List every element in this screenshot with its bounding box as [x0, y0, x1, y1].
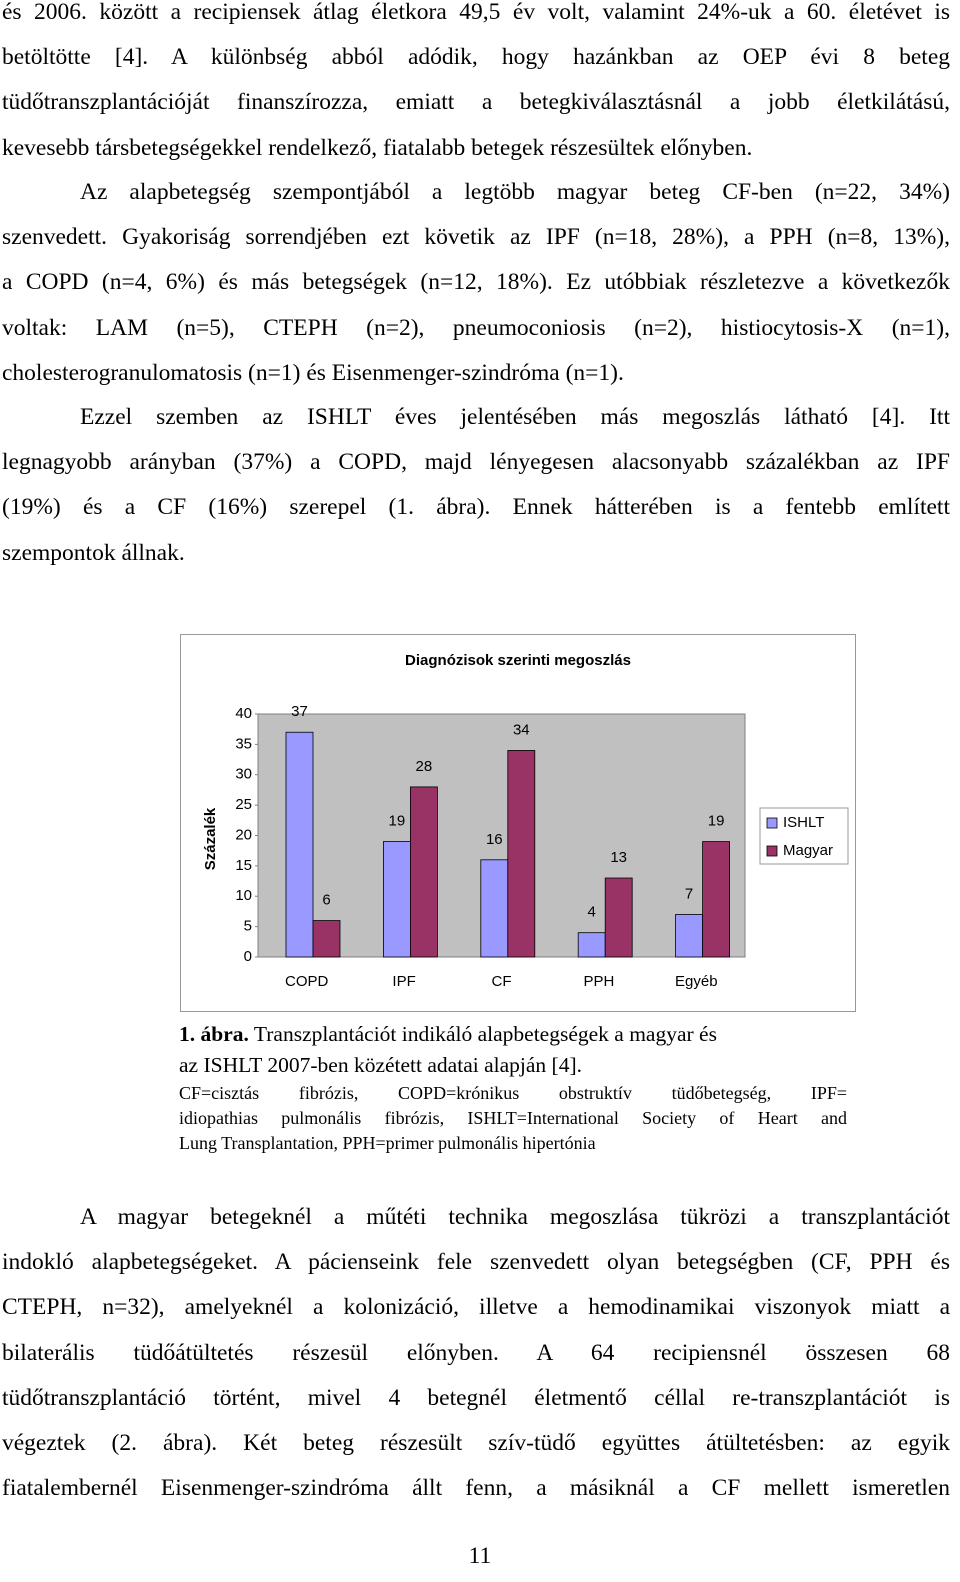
y-tick-label: 0	[244, 948, 252, 965]
legend-label: ISHLT	[783, 814, 824, 831]
legend-swatch	[766, 817, 778, 829]
caption-text: az ISHLT 2007-ben közétett adatai alapjá…	[179, 1053, 582, 1077]
x-tick-label: IPF	[392, 973, 415, 990]
data-label: 37	[291, 703, 308, 720]
text-line: végeztek (2. ábra). Két beteg részesült …	[2, 1430, 950, 1456]
text-line: fiatalembernél Eisenmenger-szindróma áll…	[2, 1475, 950, 1502]
bar	[577, 932, 606, 958]
y-tick-label: 35	[235, 735, 252, 752]
text-line: Az alapbetegség szempontjából a legtöbb …	[80, 179, 950, 205]
bar	[312, 920, 341, 958]
data-label: 19	[389, 813, 406, 830]
data-label: 19	[708, 813, 725, 830]
chart: Diagnózisok szerinti megoszlás Százalék 0 5…	[180, 634, 856, 1012]
caption-line: 1. ábra. Transzplantációt indikáló alapb…	[179, 1021, 717, 1047]
chart-title: Diagnózisok szerinti megoszlás	[405, 652, 631, 669]
text-line: szenvedett. Gyakoriság sorrendjében ezt …	[2, 224, 950, 251]
y-tick-label: 40	[235, 705, 252, 722]
x-tick-label: COPD	[285, 973, 329, 990]
text-line: bilaterális tüdőátültetés részesül előny…	[2, 1339, 950, 1366]
bar	[702, 841, 730, 958]
bar	[285, 731, 314, 958]
text-line: A magyar betegeknél a műtéti technika me…	[80, 1204, 950, 1230]
text-line: cholesterogranulomatosis (n=1) és Eisenm…	[2, 359, 624, 386]
text-line: legnagyobb arányban (37%) a COPD, majd l…	[2, 449, 950, 476]
text-line: és 2006. között a recipiensek átlag élet…	[2, 0, 950, 25]
y-axis-label: Százalék	[202, 807, 219, 870]
caption-line: az ISHLT 2007-ben közétett adatai alapjá…	[179, 1052, 582, 1078]
caption-label: 1. ábra.	[179, 1022, 249, 1046]
caption-note: Lung Transplantation, PPH=primer pulmoná…	[179, 1133, 596, 1153]
bar	[507, 750, 536, 958]
text-line: voltak: LAM (n=5), CTEPH (n=2), pneumoco…	[2, 314, 950, 341]
y-tick-label: 15	[235, 857, 252, 874]
bar	[409, 786, 438, 958]
text-line: tüdőtranszplantációját finanszírozza, em…	[2, 89, 950, 116]
page-number: 11	[468, 1543, 492, 1569]
bar	[480, 859, 509, 958]
caption-note: idiopathias pulmonális fibrózis, ISHLT=I…	[179, 1108, 847, 1128]
y-tick-label: 5	[244, 918, 252, 935]
x-tick-label: CF	[492, 973, 512, 990]
data-label: 4	[588, 904, 596, 921]
x-tick-label: Egyéb	[675, 973, 718, 990]
text-line: a COPD (n=4, 6%) és más betegségek (n=12…	[2, 269, 950, 296]
y-tick-label: 30	[235, 766, 252, 783]
legend-label: Magyar	[783, 842, 833, 859]
bar	[382, 841, 411, 958]
text-line: (19%) és a CF (16%) szerepel (1. ábra). …	[2, 494, 950, 521]
data-label: 6	[322, 892, 330, 909]
text-line: tüdőtranszplantáció történt, mivel 4 bet…	[2, 1384, 950, 1411]
y-tick-label: 25	[235, 796, 252, 813]
text-line: CTEPH, n=32), amelyeknél a kolonizáció, …	[2, 1294, 950, 1321]
data-label: 34	[513, 721, 530, 738]
text-line: betöltötte [4]. A különbség abból adódik…	[2, 44, 950, 71]
text-line: Ezzel szemben az ISHLT éves jelentésében…	[80, 404, 950, 430]
legend-swatch	[766, 845, 778, 857]
text-line: szempontok állnak.	[2, 539, 185, 566]
text-line: indokló alapbetegségeket. A pácienseink …	[2, 1249, 950, 1276]
y-tick-label: 10	[235, 887, 252, 904]
data-label: 16	[486, 831, 503, 848]
caption-text: Transzplantációt indikáló alapbetegségek…	[253, 1022, 717, 1046]
text-line: kevesebb társbetegségekkel rendelkező, f…	[2, 134, 753, 161]
y-tick-label: 20	[235, 826, 252, 843]
data-label: 13	[610, 849, 627, 866]
bar	[604, 877, 633, 958]
data-label: 28	[416, 758, 433, 775]
caption-note: CF=cisztás fibrózis, COPD=krónikus obstr…	[179, 1083, 847, 1103]
data-label: 7	[685, 885, 693, 902]
bar	[675, 914, 704, 958]
x-tick-label: PPH	[583, 973, 614, 990]
